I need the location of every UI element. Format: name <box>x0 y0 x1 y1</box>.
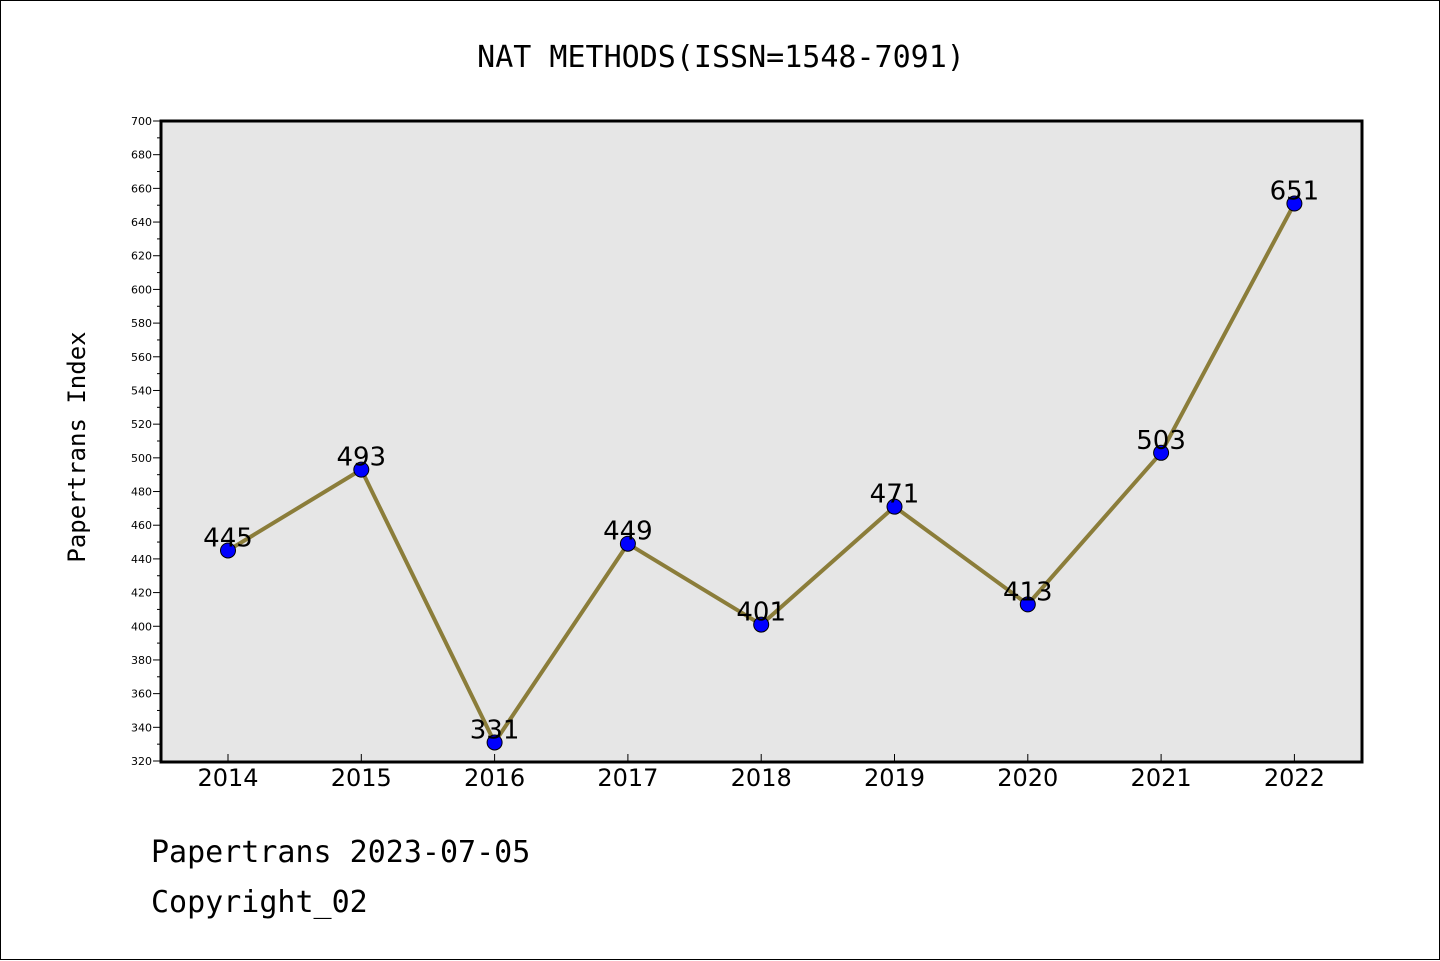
data-point-marker <box>1019 596 1036 613</box>
data-point-marker <box>1153 444 1170 461</box>
data-label: 401 <box>736 598 786 628</box>
footer-copyright-text: Copyright_02 <box>151 885 368 920</box>
data-point-marker <box>220 542 236 559</box>
data-point-marker <box>619 535 636 552</box>
y-tick-label: 520 <box>131 418 152 431</box>
y-tick-label: 460 <box>131 519 152 532</box>
data-label: 449 <box>603 517 653 547</box>
y-tick-label: 700 <box>131 115 152 128</box>
y-tick-label: 400 <box>131 620 152 633</box>
series-group: 445 493 331 449 401 471 413 503 651 <box>203 177 1320 751</box>
x-tick-label: 2014 <box>197 764 258 792</box>
y-axis-label: Papertrans Index <box>63 331 91 562</box>
y-tick-label: 640 <box>131 216 152 229</box>
y-tick-label: 340 <box>131 721 152 734</box>
chart-title: NAT METHODS(ISSN=1548-7091) <box>477 40 965 75</box>
x-tick-label: 2016 <box>464 764 525 792</box>
y-tick-label: 360 <box>131 688 152 701</box>
x-axis: 2014 2015 2016 2017 2018 2019 2020 2021 2022 <box>197 754 1325 792</box>
y-axis: 320 340 360 380 400 420 440 460 480 500 520 540 560 5… <box>131 115 161 768</box>
y-tick-label: 480 <box>131 486 152 499</box>
data-label: 471 <box>870 480 920 510</box>
data-label: 651 <box>1270 177 1320 207</box>
x-tick-label: 2017 <box>597 764 658 792</box>
data-label: 493 <box>336 443 386 473</box>
y-tick-label: 420 <box>131 587 152 600</box>
y-tick-label: 600 <box>131 283 152 296</box>
y-tick-label: 500 <box>131 452 152 465</box>
x-tick-label: 2022 <box>1264 764 1325 792</box>
y-tick-label: 560 <box>131 351 152 364</box>
x-tick-label: 2021 <box>1131 764 1192 792</box>
data-point-marker <box>886 498 903 515</box>
data-label: 445 <box>203 523 253 553</box>
data-point-marker <box>753 616 770 633</box>
x-tick-label: 2020 <box>997 764 1058 792</box>
y-tick-label: 620 <box>131 250 152 263</box>
y-tick-label: 540 <box>131 384 152 397</box>
y-tick-label: 380 <box>131 654 152 667</box>
data-label: 331 <box>470 715 520 745</box>
x-tick-label: 2015 <box>331 764 392 792</box>
data-point-marker <box>486 734 503 751</box>
x-tick-label: 2018 <box>731 764 792 792</box>
data-point-marker <box>1286 195 1303 212</box>
y-tick-label: 660 <box>131 182 152 195</box>
y-tick-label: 320 <box>131 755 152 768</box>
plot-area <box>159 119 1364 764</box>
data-point-marker <box>353 461 370 478</box>
y-tick-label: 680 <box>131 149 152 162</box>
data-label: 503 <box>1136 426 1186 456</box>
y-tick-label: 440 <box>131 553 152 566</box>
data-label: 413 <box>1003 577 1053 607</box>
x-tick-label: 2019 <box>864 764 925 792</box>
footer-date-text: Papertrans 2023-07-05 <box>151 835 531 870</box>
y-tick-label: 580 <box>131 317 152 330</box>
